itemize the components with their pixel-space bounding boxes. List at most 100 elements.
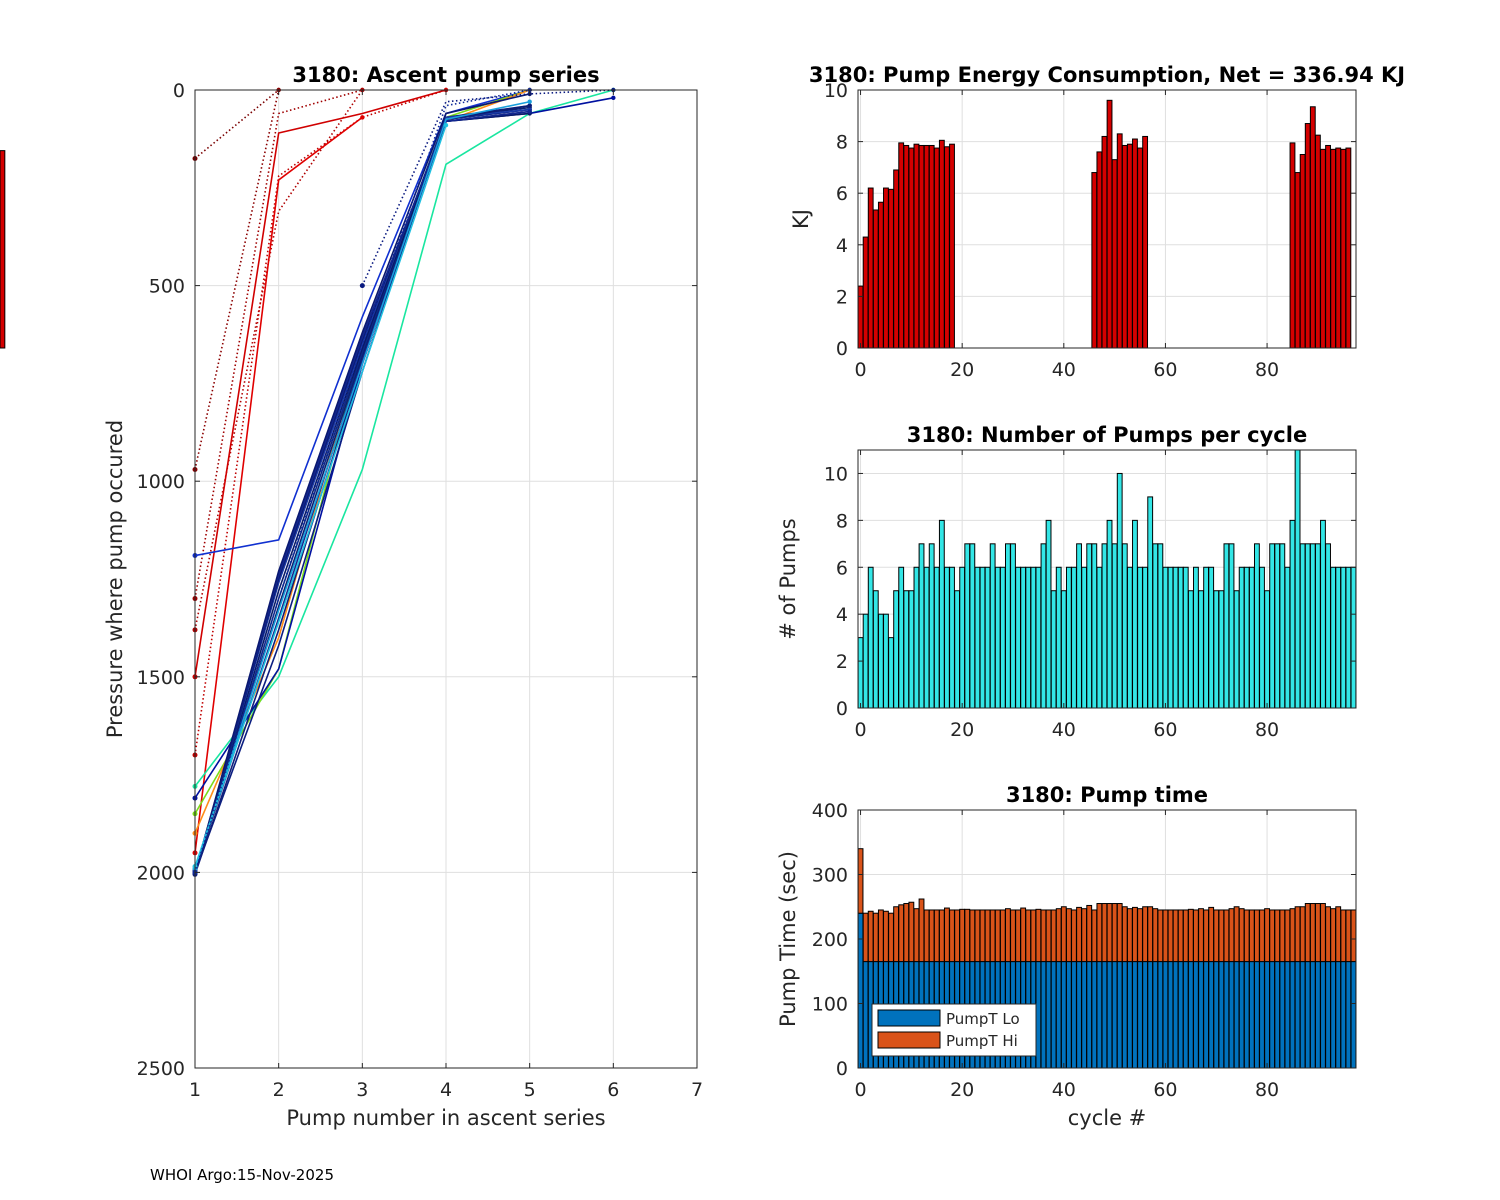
bar [1071, 566, 1077, 709]
bar-pumpt-lo [1218, 961, 1225, 1069]
bar-pumpt-lo [1147, 961, 1154, 1069]
y-axis-label: Pressure where pump occured [103, 420, 127, 738]
bar [1208, 566, 1215, 709]
bar-pumpt-hi [1284, 909, 1291, 963]
bar-pumpt-lo [1314, 961, 1321, 1069]
bar-pumpt-hi [888, 912, 894, 963]
bar [1345, 566, 1352, 709]
bar [918, 144, 925, 349]
bar-pumpt-lo [1091, 961, 1098, 1069]
x-tick-label: 5 [524, 1079, 536, 1101]
bar [1126, 566, 1133, 709]
bar [1345, 147, 1352, 349]
bar [949, 566, 955, 709]
bar [1157, 543, 1164, 709]
x-tick-label: 40 [1052, 1079, 1076, 1101]
y-tick-label: 6 [836, 557, 848, 579]
bar-pumpt-hi [1055, 908, 1062, 963]
bar-pumpt-hi [1081, 908, 1088, 963]
bar [1330, 148, 1337, 349]
bar [1279, 543, 1286, 709]
bar-pumpt-hi [1035, 908, 1042, 963]
bar [1294, 449, 1301, 709]
bar [1076, 543, 1082, 709]
x-tick-label: 0 [854, 1079, 866, 1101]
bar-pumpt-hi [949, 909, 955, 963]
legend-swatch [877, 1009, 941, 1027]
bar [893, 169, 900, 349]
x-tick-label: 60 [1153, 719, 1177, 741]
bar [1299, 543, 1306, 709]
bar-pumpt-hi [969, 909, 976, 963]
y-tick-label: 8 [836, 132, 848, 154]
bar [1340, 566, 1347, 709]
y-tick-label: 10 [824, 80, 848, 102]
bar-pumpt-hi [1137, 908, 1143, 963]
bar-pumpt-lo [1106, 961, 1113, 1069]
bar-pumpt-hi [1142, 906, 1149, 963]
bar-pumpt-lo [1345, 961, 1352, 1069]
bar-pumpt-lo [1330, 961, 1337, 1069]
bar-pumpt-hi [1096, 903, 1103, 963]
bar-pumpt-hi [872, 912, 879, 963]
x-tick-label: 3 [356, 1079, 368, 1101]
bar-pumpt-hi [1045, 909, 1052, 963]
bar-pumpt-lo [1065, 961, 1072, 1069]
bar-pumpt-lo [1253, 961, 1260, 1069]
bar [928, 543, 935, 709]
bar [1243, 566, 1250, 709]
bar [1304, 543, 1311, 709]
y-axis-label: KJ [789, 209, 813, 229]
x-tick-label: 7 [691, 1079, 703, 1101]
bar [938, 139, 945, 349]
bar [1030, 566, 1037, 709]
bar-pumpt-hi [954, 909, 961, 963]
bar-pumpt-hi [867, 910, 874, 963]
bar-pumpt-hi [1071, 909, 1077, 963]
bar-pumpt-lo [1289, 961, 1296, 1069]
bar [928, 144, 935, 349]
bar [1025, 566, 1032, 709]
bar-pumpt-hi [903, 903, 910, 963]
series-line-trace-3 [194, 89, 363, 599]
bar-pumpt-lo [1162, 961, 1169, 1069]
bar-pumpt-lo [1177, 961, 1184, 1069]
bar-pumpt-hi [1203, 909, 1210, 963]
bar-pumpt-hi [1004, 908, 1011, 963]
bar [1264, 590, 1270, 709]
bar-pumpt-hi [1314, 903, 1321, 963]
bar-pumpt-lo [1233, 961, 1240, 1069]
series-end-point [611, 95, 616, 101]
chart-pumptime: 0 20 40 60 80 0 100 200 300 400 3180: Pump time cyc… [776, 783, 1357, 1130]
bar [1314, 543, 1321, 709]
series-line-trace-22 [194, 93, 530, 873]
bar-pumpt-hi [944, 907, 950, 963]
bar [862, 613, 869, 709]
bar [1142, 135, 1149, 349]
bar [994, 566, 1001, 709]
bar [1223, 543, 1230, 709]
bar-pumpt-lo [1284, 961, 1291, 1069]
bar [1091, 172, 1098, 349]
bar [862, 236, 869, 349]
x-tick-label: 40 [1052, 359, 1076, 381]
y-tick-label: 4 [836, 604, 848, 626]
bar-pumpt-hi [1121, 906, 1128, 963]
bar [918, 543, 925, 709]
bar [903, 590, 910, 709]
series-line-trace-24 [194, 124, 447, 867]
bar [1299, 154, 1306, 349]
bar [908, 590, 915, 709]
bar-pumpt-hi [1340, 909, 1347, 963]
bar [933, 147, 940, 349]
bar-pumpt-lo [1055, 961, 1062, 1069]
bar [1187, 590, 1194, 709]
bar-pumpt-hi [877, 909, 884, 963]
bar [1203, 566, 1210, 709]
bar [867, 566, 874, 709]
bar [1289, 519, 1296, 709]
y-tick-label: 2 [836, 651, 848, 673]
bar [1065, 566, 1072, 709]
y-tick-label: 500 [149, 276, 185, 298]
